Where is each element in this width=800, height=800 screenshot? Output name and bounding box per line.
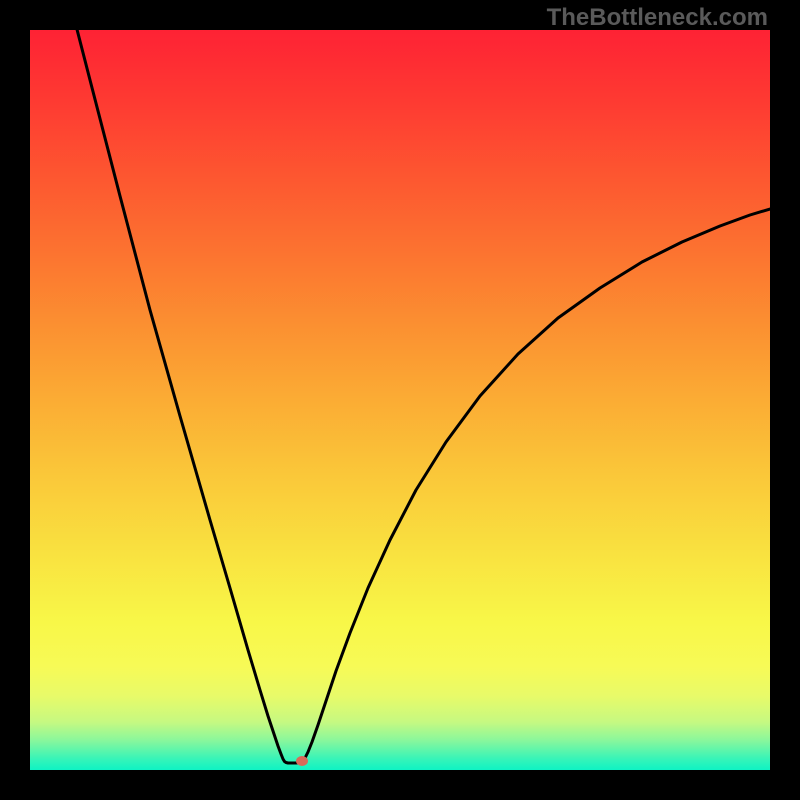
watermark-text: TheBottleneck.com bbox=[547, 4, 768, 32]
bottleneck-curve bbox=[72, 30, 770, 763]
optimum-marker bbox=[296, 756, 308, 766]
plot-area bbox=[30, 30, 770, 770]
curve-svg bbox=[30, 30, 770, 770]
